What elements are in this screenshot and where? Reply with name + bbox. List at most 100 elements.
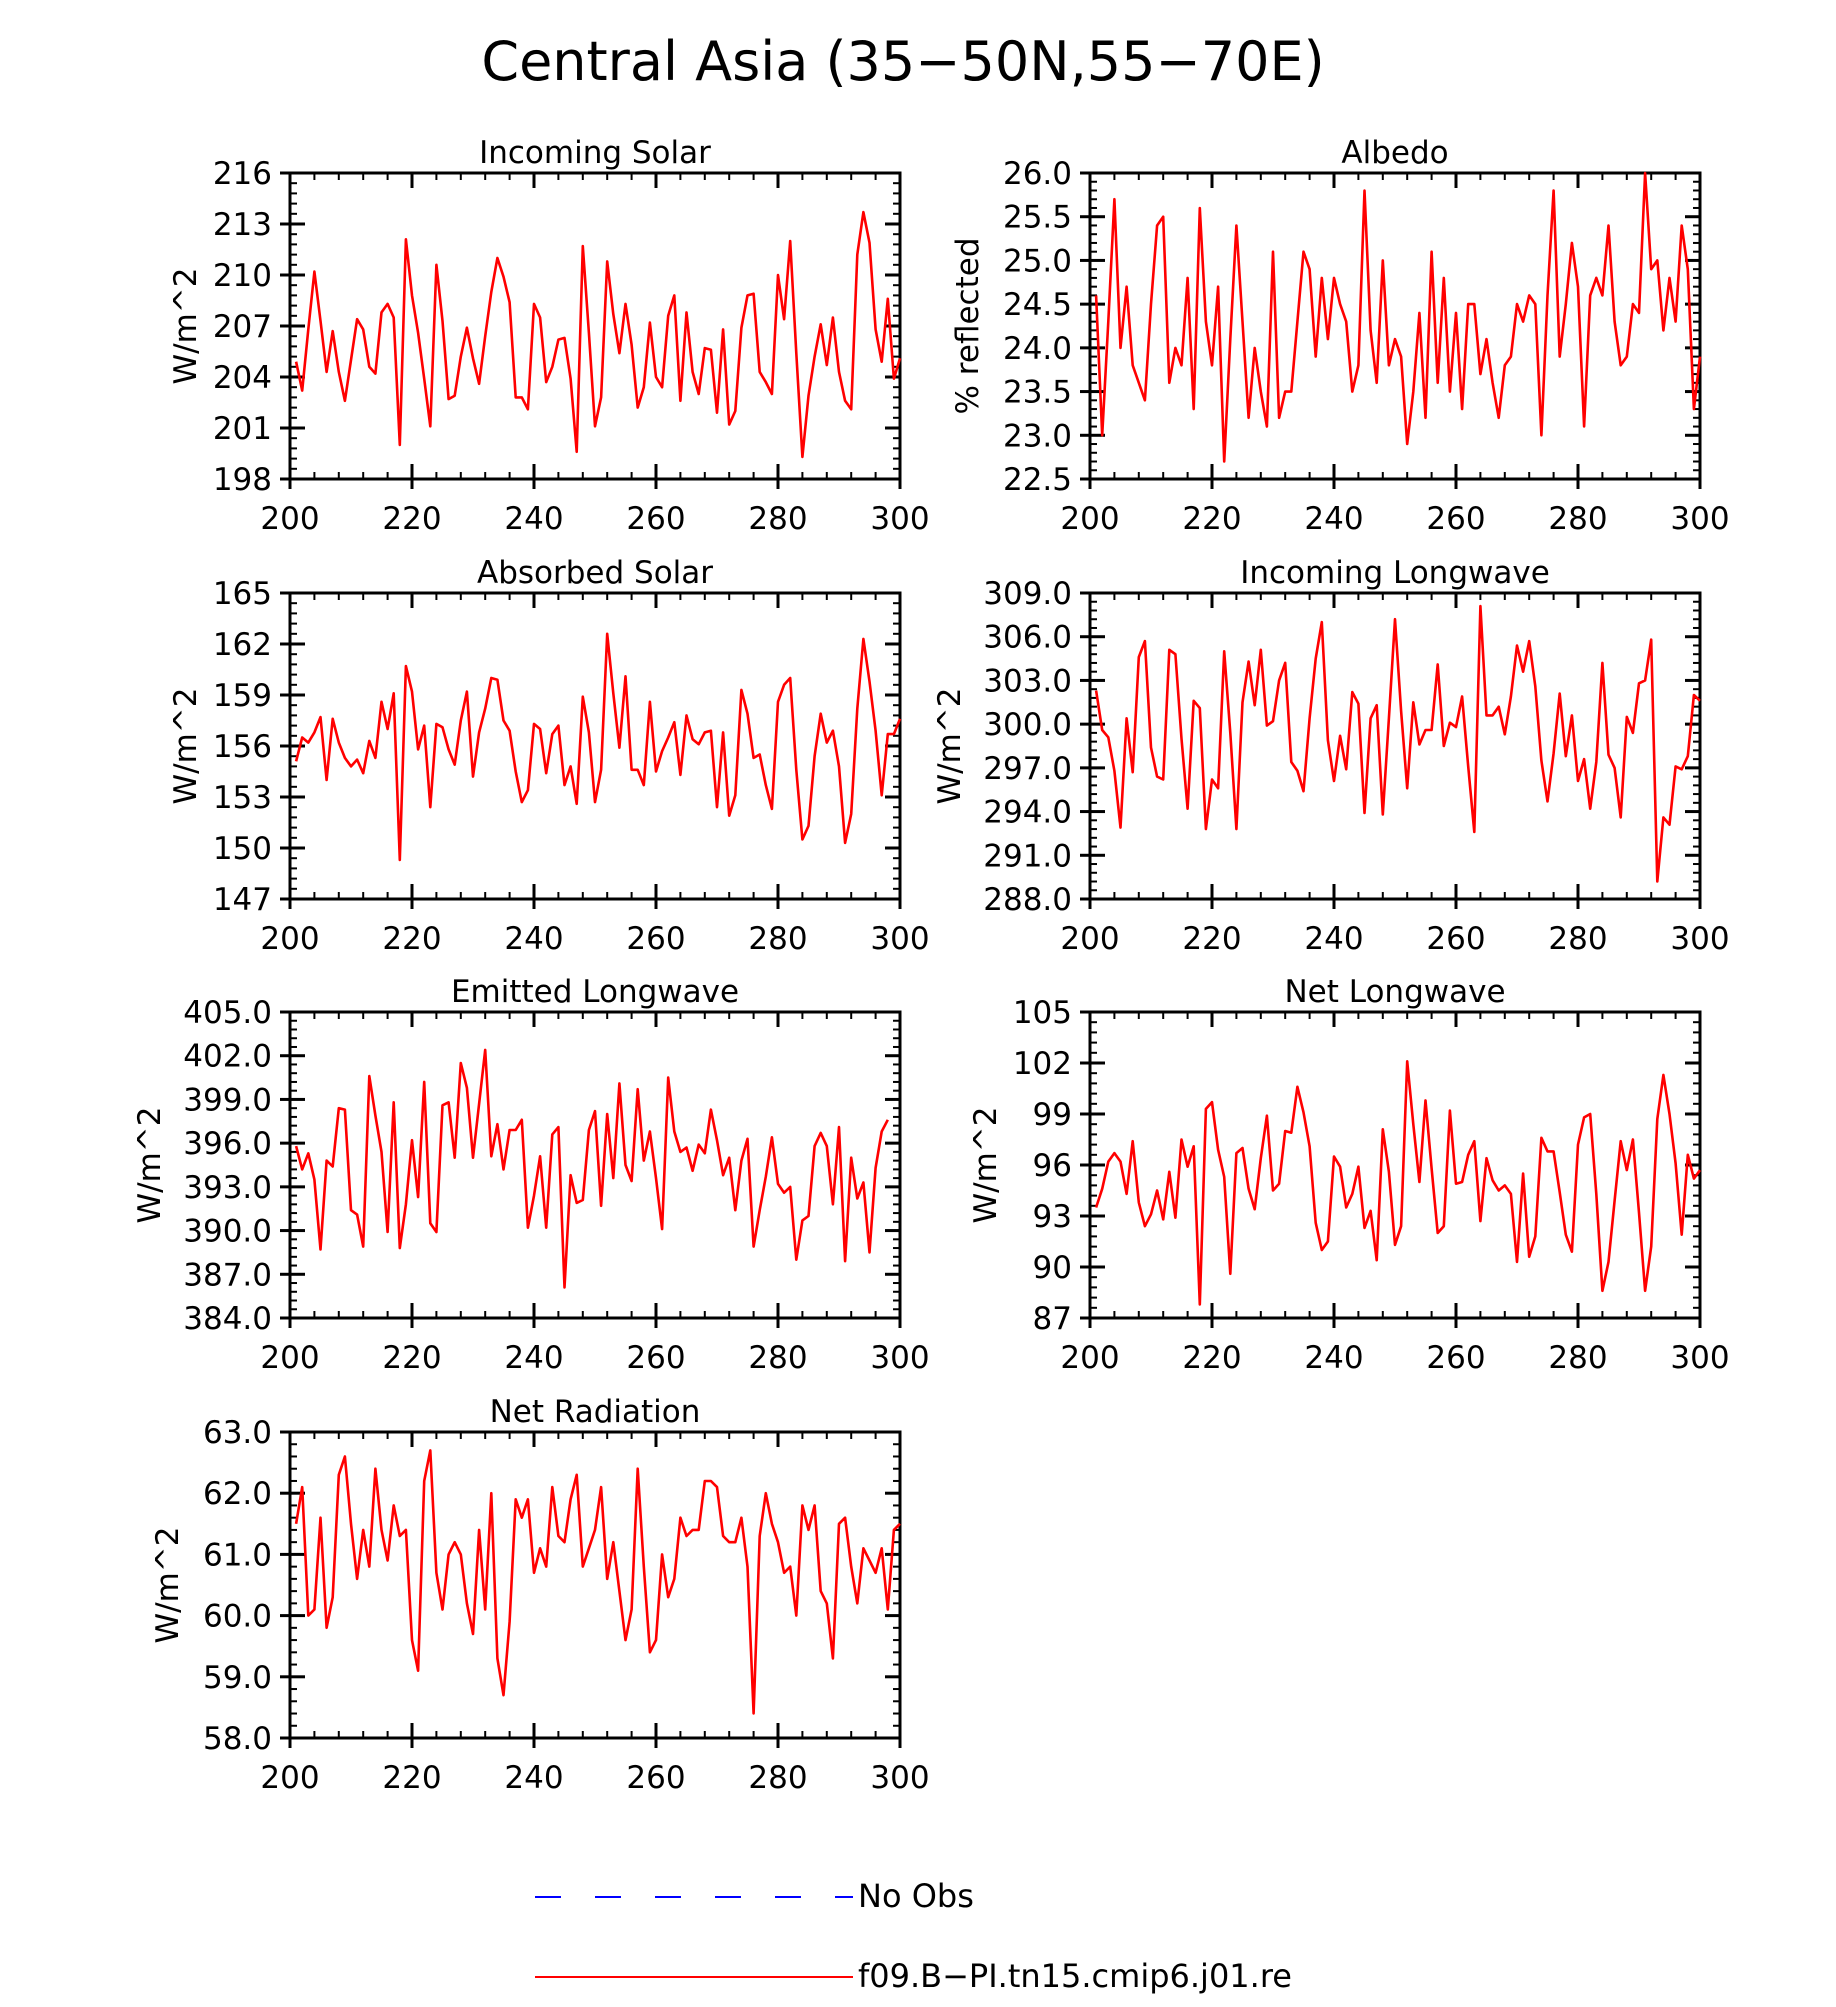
absorbed-solar-y-tick-label: 156 <box>213 729 272 765</box>
absorbed-solar-x-tick-label: 300 <box>870 921 929 957</box>
incoming-longwave-y-tick-label: 294.0 <box>983 795 1072 831</box>
albedo-y-tick-label: 22.5 <box>1003 462 1072 498</box>
incoming-longwave-x-tick-label: 220 <box>1182 921 1241 957</box>
emitted-longwave-x-tick-label: 220 <box>382 1340 441 1376</box>
absorbed-solar-x-tick-label: 240 <box>504 921 563 957</box>
legend-obs-label: No Obs <box>858 1877 974 1915</box>
net-longwave-title: Net Longwave <box>1284 974 1505 1010</box>
net-radiation-y-tick-label: 61.0 <box>203 1537 272 1573</box>
albedo-series-line <box>1094 171 1702 463</box>
net-longwave-plot-frame <box>1088 1010 1702 1320</box>
emitted-longwave-y-tick-label: 399.0 <box>183 1082 272 1118</box>
albedo-plot-frame <box>1088 171 1702 481</box>
net-longwave-x-tick-label: 240 <box>1304 1340 1363 1376</box>
albedo-x-tick-label: 280 <box>1548 501 1607 537</box>
net-radiation-x-tick-label: 280 <box>748 1760 807 1796</box>
incoming-solar-x-tick-label: 220 <box>382 501 441 537</box>
incoming-solar-series-line <box>294 210 902 459</box>
absorbed-solar-x-tick-label: 260 <box>626 921 685 957</box>
net-longwave-y-tick-label: 99 <box>1033 1097 1072 1133</box>
albedo-title: Albedo <box>1341 135 1448 171</box>
absorbed-solar-y-tick-label: 162 <box>213 627 272 663</box>
emitted-longwave-x-tick-label: 280 <box>748 1340 807 1376</box>
net-radiation-y-axis-label: W/m^2 <box>150 1527 186 1644</box>
net-radiation-x-tick-label: 240 <box>504 1760 563 1796</box>
absorbed-solar-y-tick-label: 159 <box>213 678 272 714</box>
incoming-longwave-x-tick-label: 300 <box>1670 921 1729 957</box>
incoming-solar-x-tick-label: 300 <box>870 501 929 537</box>
albedo-x-tick-label: 260 <box>1426 501 1485 537</box>
net-radiation-title: Net Radiation <box>490 1394 701 1430</box>
albedo-y-tick-label: 25.5 <box>1003 200 1072 236</box>
net-longwave-x-tick-label: 220 <box>1182 1340 1241 1376</box>
incoming-longwave-y-tick-label: 300.0 <box>983 707 1072 743</box>
absorbed-solar-title: Absorbed Solar <box>477 555 713 591</box>
emitted-longwave-x-tick-label: 260 <box>626 1340 685 1376</box>
emitted-longwave-x-tick-label: 300 <box>870 1340 929 1376</box>
incoming-solar-x-tick-label: 260 <box>626 501 685 537</box>
albedo-y-tick-label: 25.0 <box>1003 243 1072 279</box>
net-radiation-y-tick-label: 60.0 <box>203 1599 272 1635</box>
panel-incoming-solar: 200 220 240 260 280 300 198 201 204 207 210 213 216 I… <box>168 135 930 537</box>
incoming-longwave-series-line <box>1094 604 1701 883</box>
emitted-longwave-y-axis-label: W/m^2 <box>132 1107 168 1224</box>
panel-absorbed-solar: 200 220 240 260 280 300 147 150 153 156 159 162 165 A… <box>168 555 930 957</box>
albedo-y-axis-label: % reflected <box>950 238 986 415</box>
legend-model-label: f09.B−PI.tn15.cmip6.j01.re <box>858 1957 1292 1995</box>
panel-net-longwave: 200 220 240 260 280 300 87 90 93 96 99 102 105 Net Lo… <box>968 974 1730 1376</box>
incoming-solar-y-tick-label: 210 <box>213 258 272 294</box>
incoming-longwave-x-tick-label: 200 <box>1060 921 1119 957</box>
legend: No Obs f09.B−PI.tn15.cmip6.j01.re <box>535 1877 1292 1995</box>
incoming-longwave-y-tick-label: 288.0 <box>983 882 1072 918</box>
albedo-x-tick-label: 200 <box>1060 501 1119 537</box>
figure-title: Central Asia (35−50N,55−70E) <box>481 30 1324 93</box>
absorbed-solar-x-tick-label: 220 <box>382 921 441 957</box>
net-longwave-y-tick-label: 96 <box>1033 1148 1072 1184</box>
incoming-longwave-y-tick-label: 303.0 <box>983 663 1072 699</box>
incoming-longwave-x-tick-label: 260 <box>1426 921 1485 957</box>
incoming-longwave-y-tick-label: 306.0 <box>983 620 1072 656</box>
absorbed-solar-y-tick-label: 165 <box>213 576 272 612</box>
emitted-longwave-y-tick-label: 396.0 <box>183 1126 272 1162</box>
incoming-longwave-plot-frame <box>1088 591 1702 901</box>
albedo-y-tick-label: 24.0 <box>1003 331 1072 367</box>
net-longwave-x-tick-label: 300 <box>1670 1340 1729 1376</box>
absorbed-solar-plot-frame <box>288 591 902 901</box>
albedo-y-tick-label: 24.5 <box>1003 287 1072 323</box>
emitted-longwave-y-tick-label: 393.0 <box>183 1170 272 1206</box>
absorbed-solar-series-line <box>294 632 902 862</box>
net-longwave-y-tick-label: 105 <box>1013 995 1072 1031</box>
net-radiation-plot-frame <box>288 1430 902 1740</box>
emitted-longwave-y-tick-label: 405.0 <box>183 995 272 1031</box>
incoming-longwave-title: Incoming Longwave <box>1240 555 1550 591</box>
absorbed-solar-y-tick-label: 153 <box>213 780 272 816</box>
net-longwave-y-axis-label: W/m^2 <box>968 1107 1004 1224</box>
net-longwave-series-line <box>1094 1060 1702 1306</box>
panel-albedo: 200 220 240 260 280 300 22.5 23.0 23.5 24.0 24.5 25… <box>950 135 1730 537</box>
albedo-x-tick-label: 300 <box>1670 501 1729 537</box>
net-radiation-y-tick-label: 59.0 <box>203 1660 272 1696</box>
absorbed-solar-x-tick-label: 200 <box>260 921 319 957</box>
net-longwave-x-tick-label: 260 <box>1426 1340 1485 1376</box>
incoming-solar-y-tick-label: 213 <box>213 207 272 243</box>
panel-emitted-longwave: 200 220 240 260 280 300 384.0 387.0 390.0 393.0 39… <box>132 974 930 1376</box>
net-longwave-x-tick-label: 200 <box>1060 1340 1119 1376</box>
incoming-solar-y-tick-label: 216 <box>213 156 272 192</box>
incoming-solar-y-axis-label: W/m^2 <box>168 268 204 385</box>
net-longwave-x-tick-label: 280 <box>1548 1340 1607 1376</box>
incoming-solar-title: Incoming Solar <box>479 135 711 171</box>
net-radiation-x-tick-label: 200 <box>260 1760 319 1796</box>
incoming-longwave-x-tick-label: 240 <box>1304 921 1363 957</box>
net-radiation-y-tick-label: 62.0 <box>203 1476 272 1512</box>
net-radiation-x-tick-label: 300 <box>870 1760 929 1796</box>
emitted-longwave-y-tick-label: 384.0 <box>183 1301 272 1337</box>
incoming-longwave-y-tick-label: 291.0 <box>983 838 1072 874</box>
net-radiation-x-tick-label: 260 <box>626 1760 685 1796</box>
albedo-y-tick-label: 23.0 <box>1003 418 1072 454</box>
net-radiation-x-tick-label: 220 <box>382 1760 441 1796</box>
incoming-solar-y-tick-label: 204 <box>213 360 272 396</box>
net-radiation-series-line <box>294 1449 901 1715</box>
albedo-y-tick-label: 26.0 <box>1003 156 1072 192</box>
emitted-longwave-x-tick-label: 240 <box>504 1340 563 1376</box>
albedo-y-tick-label: 23.5 <box>1003 375 1072 411</box>
